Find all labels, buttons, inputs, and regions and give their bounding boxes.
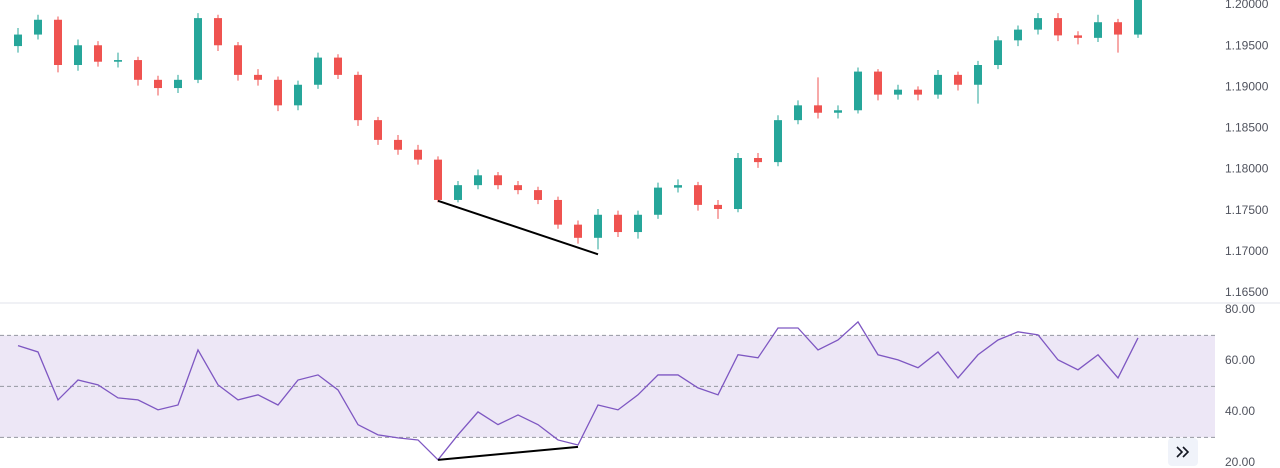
candle-body <box>894 89 902 95</box>
candle-body <box>394 139 402 150</box>
y-tick-label: 1.18500 <box>1225 121 1269 135</box>
candle-body <box>214 18 222 46</box>
y-tick-label: 1.16500 <box>1225 285 1269 299</box>
candle-body <box>874 71 882 95</box>
y-tick-label: 40.00 <box>1225 404 1255 418</box>
candle-body <box>794 105 802 121</box>
candle-body <box>1074 35 1082 38</box>
candle-body <box>854 71 862 111</box>
candle-body <box>534 190 542 200</box>
candle-body <box>754 157 762 163</box>
candle-body <box>814 105 822 113</box>
y-tick-label: 1.20000 <box>1225 0 1269 11</box>
candle-body <box>474 175 482 186</box>
trendline <box>437 445 579 461</box>
y-tick-label: 1.19500 <box>1225 38 1269 52</box>
candle-body <box>74 45 82 66</box>
candle-body <box>1134 0 1142 35</box>
y-tick-label: 80.00 <box>1225 302 1255 316</box>
candle-body <box>14 34 22 47</box>
candle-body <box>234 45 242 75</box>
candle-body <box>1114 22 1122 35</box>
rsi <box>0 320 1215 461</box>
candle-body <box>254 74 262 80</box>
candle-body <box>974 65 982 85</box>
candle-body <box>154 79 162 89</box>
candle-body <box>94 45 102 62</box>
candle-body <box>134 60 142 80</box>
candle-body <box>174 79 182 89</box>
trendline <box>437 199 599 256</box>
rsi-line <box>17 320 1139 461</box>
candle-body <box>674 185 682 188</box>
candle-body <box>574 224 582 238</box>
candle-body <box>274 79 282 106</box>
candle-body <box>994 40 1002 66</box>
candle-body <box>454 185 462 200</box>
candle-body <box>1014 29 1022 41</box>
candle-body <box>834 110 842 113</box>
candle-body <box>614 214 622 233</box>
candle-body <box>374 120 382 140</box>
candle-body <box>314 57 322 85</box>
candle-body <box>334 57 342 75</box>
scroll-icon <box>1176 446 1190 458</box>
candle-body <box>714 204 722 210</box>
candle-body <box>294 84 302 106</box>
candle-body <box>414 149 422 160</box>
candle-body <box>514 185 522 191</box>
candle-body <box>694 185 702 205</box>
candle-body <box>1054 18 1062 36</box>
candle-body <box>634 214 642 233</box>
candle-body <box>354 74 362 121</box>
candle-body <box>554 199 562 225</box>
candle-body <box>114 60 122 62</box>
candle-body <box>774 120 782 163</box>
candle-body <box>654 187 662 215</box>
candle-body <box>494 175 502 186</box>
candle-body <box>1034 18 1042 30</box>
candle-body <box>934 74 942 95</box>
candle-body <box>54 19 62 66</box>
y-tick-label: 1.18000 <box>1225 162 1269 176</box>
y-tick-label: 1.17000 <box>1225 244 1269 258</box>
y-tick-label: 1.19000 <box>1225 79 1269 93</box>
candle-body <box>194 18 202 80</box>
y-tick-label: 1.17500 <box>1225 203 1269 217</box>
y-tick-label: 60.00 <box>1225 353 1255 367</box>
candle-body <box>434 159 442 200</box>
candle-body <box>1094 22 1102 38</box>
candle-body <box>34 19 42 35</box>
y-tick-label: 20.00 <box>1225 455 1255 468</box>
rsi-band <box>0 335 1215 438</box>
candle-body <box>734 157 742 210</box>
candle-body <box>594 214 602 238</box>
candle-body <box>914 89 922 95</box>
candle-body <box>954 74 962 85</box>
candles <box>14 0 1142 256</box>
